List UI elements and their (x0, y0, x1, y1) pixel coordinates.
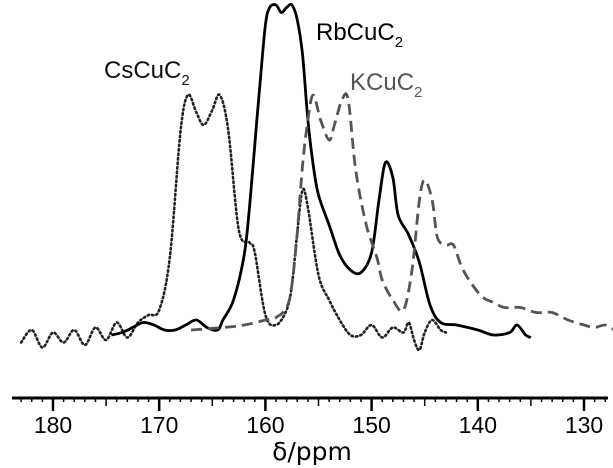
series-label-subscript: 2 (414, 84, 422, 101)
x-tick-label: 140 (459, 412, 497, 438)
series-label-main: RbCuC (316, 19, 395, 46)
series-line-kcuc2 (190, 92, 613, 332)
x-tick-label: 150 (352, 412, 390, 438)
series-label-subscript: 2 (395, 34, 403, 51)
series-label-subscript: 2 (181, 72, 189, 89)
x-tick-label: 130 (565, 412, 603, 438)
x-tick-label: 170 (140, 412, 178, 438)
x-tick-layer: 180 170 160 150 140 130 (20, 398, 606, 438)
series-label-main: KCuC (350, 69, 414, 96)
series-line-cscuc2 (19, 93, 448, 352)
series-line-rbcuc2 (111, 2, 532, 339)
x-tick-label: 180 (34, 412, 72, 438)
series-label-cscuc2: CsCuC2 (104, 57, 190, 89)
series-label-kcuc2: KCuC2 (350, 69, 422, 101)
x-axis: 180 170 160 150 140 130 (12, 396, 608, 438)
x-axis-title: δ/ppm (272, 437, 352, 466)
series-label-main: CsCuC (104, 57, 181, 84)
series-layer (19, 2, 613, 352)
x-tick-label: 160 (246, 412, 284, 438)
series-label-rbcuc2: RbCuC2 (316, 19, 403, 51)
